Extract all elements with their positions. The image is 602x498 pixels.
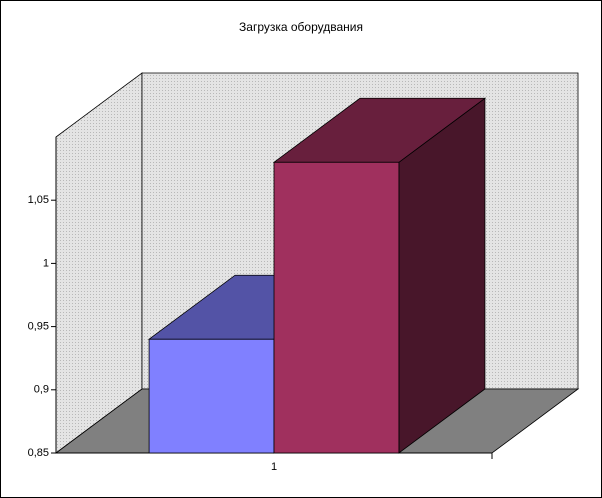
y-tick-label: 0,95 bbox=[28, 321, 49, 333]
side-wall bbox=[55, 72, 143, 454]
bar bbox=[148, 338, 275, 454]
y-tick-label: 1 bbox=[43, 257, 49, 269]
y-tick-label: 0,9 bbox=[34, 384, 49, 396]
y-tick-label: 1,05 bbox=[28, 194, 49, 206]
y-tick-label: 0,85 bbox=[28, 447, 49, 459]
x-tick-label: 1 bbox=[271, 461, 277, 473]
chart-title: Загрузка оборудвания bbox=[239, 20, 363, 34]
bar bbox=[273, 161, 400, 454]
